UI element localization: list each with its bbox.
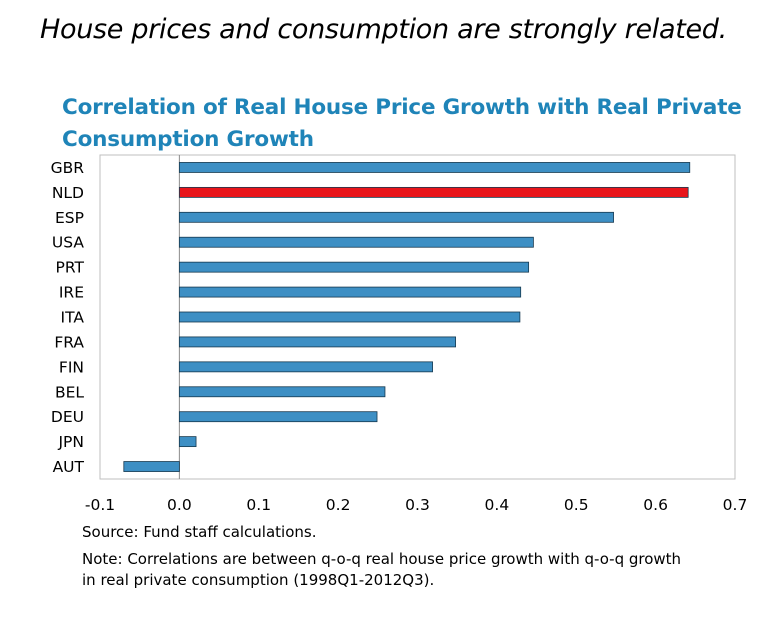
bar-deu	[178, 411, 378, 423]
x-tick-label: 0.2	[326, 496, 351, 514]
plot-frame	[99, 154, 736, 480]
chart-title-line-2: Consumption Growth	[62, 127, 314, 152]
x-tick-label: 0.0	[167, 496, 192, 514]
y-tick-label-ita: ITA	[61, 309, 85, 327]
y-tick-label-esp: ESP	[55, 209, 84, 227]
y-tick-label-gbr: GBR	[51, 159, 85, 177]
bar-usa	[178, 236, 534, 248]
y-tick-label-nld: NLD	[52, 184, 84, 202]
y-tick-label-deu: DEU	[51, 408, 84, 426]
y-tick-label-usa: USA	[52, 234, 84, 252]
x-tick-label: 0.4	[485, 496, 510, 514]
bar-fra	[178, 336, 457, 348]
bar-aut	[123, 461, 180, 472]
bar-esp	[178, 211, 614, 223]
bar-nld	[178, 186, 689, 198]
bar-bel	[178, 386, 386, 398]
x-tick-label: -0.1	[85, 496, 115, 514]
x-tick-label: 0.1	[246, 496, 271, 514]
note-line-1: Note: Correlations are between q-o-q rea…	[82, 550, 682, 568]
bar-jpn	[178, 436, 197, 448]
x-tick-label: 0.3	[405, 496, 430, 514]
y-tick-label-fin: FIN	[59, 358, 84, 376]
bar-ita	[178, 311, 521, 323]
chart-title: Correlation of Real House Price Growth w…	[62, 92, 762, 156]
y-tick-label-prt: PRT	[56, 259, 85, 277]
note: Note: Correlations are between q-o-q rea…	[82, 549, 681, 591]
source-note: Source: Fund staff calculations.	[82, 523, 317, 541]
bar-fin	[178, 361, 433, 373]
headline: House prices and consumption are strongl…	[40, 14, 727, 45]
bar-ire	[178, 286, 522, 298]
bar-gbr	[178, 162, 691, 173]
x-tick-label: 0.7	[723, 496, 748, 514]
y-tick-label-jpn: JPN	[57, 433, 84, 451]
x-tick-label: 0.6	[643, 496, 668, 514]
bar-prt	[178, 261, 530, 273]
y-tick-label-fra: FRA	[54, 333, 84, 351]
x-tick-label: 0.5	[564, 496, 589, 514]
y-tick-label-aut: AUT	[53, 458, 85, 476]
y-tick-label-bel: BEL	[55, 383, 84, 401]
note-line-2: in real private consumption (1998Q1-2012…	[82, 571, 435, 589]
y-tick-label-ire: IRE	[59, 284, 84, 302]
chart-title-line-1: Correlation of Real House Price Growth w…	[62, 95, 742, 120]
